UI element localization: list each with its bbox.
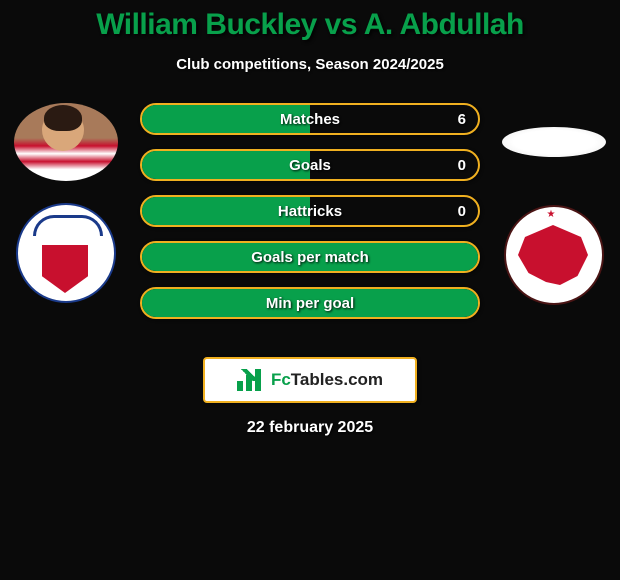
brand-box: FcTables.com xyxy=(203,357,417,403)
bar-label: Goals per match xyxy=(251,249,369,266)
bar-value-right: 0 xyxy=(458,203,466,220)
bar-value-right: 6 xyxy=(458,111,466,128)
bar-label: Goals xyxy=(289,157,331,174)
right-player-column xyxy=(494,103,614,305)
stat-bar: Hattricks 0 xyxy=(140,195,480,227)
stat-bar: Goals per match xyxy=(140,241,480,273)
bar-fill-left xyxy=(142,151,310,179)
brand-text: FcTables.com xyxy=(271,370,383,390)
stat-bar: Goals 0 xyxy=(140,149,480,181)
stat-bars: Matches 6 Goals 0 Hattricks 0 Goals per match M… xyxy=(140,103,480,333)
club-logo-left xyxy=(16,203,116,303)
infographic-container: William Buckley vs A. Abdullah Club comp… xyxy=(0,0,620,580)
player-right-photo xyxy=(502,127,606,157)
fctables-icon xyxy=(237,369,265,391)
page-title: William Buckley vs A. Abdullah xyxy=(0,0,620,42)
club-logo-right xyxy=(504,205,604,305)
bar-label: Hattricks xyxy=(278,203,342,220)
comparison-middle: Matches 6 Goals 0 Hattricks 0 Goals per match M… xyxy=(0,103,620,343)
bar-label: Min per goal xyxy=(266,295,354,312)
bar-label: Matches xyxy=(280,111,340,128)
stat-bar: Min per goal xyxy=(140,287,480,319)
left-player-column xyxy=(6,103,126,303)
date-label: 22 february 2025 xyxy=(0,419,620,437)
stat-bar: Matches 6 xyxy=(140,103,480,135)
subtitle: Club competitions, Season 2024/2025 xyxy=(0,56,620,73)
player-left-photo xyxy=(14,103,118,181)
bar-value-right: 0 xyxy=(458,157,466,174)
